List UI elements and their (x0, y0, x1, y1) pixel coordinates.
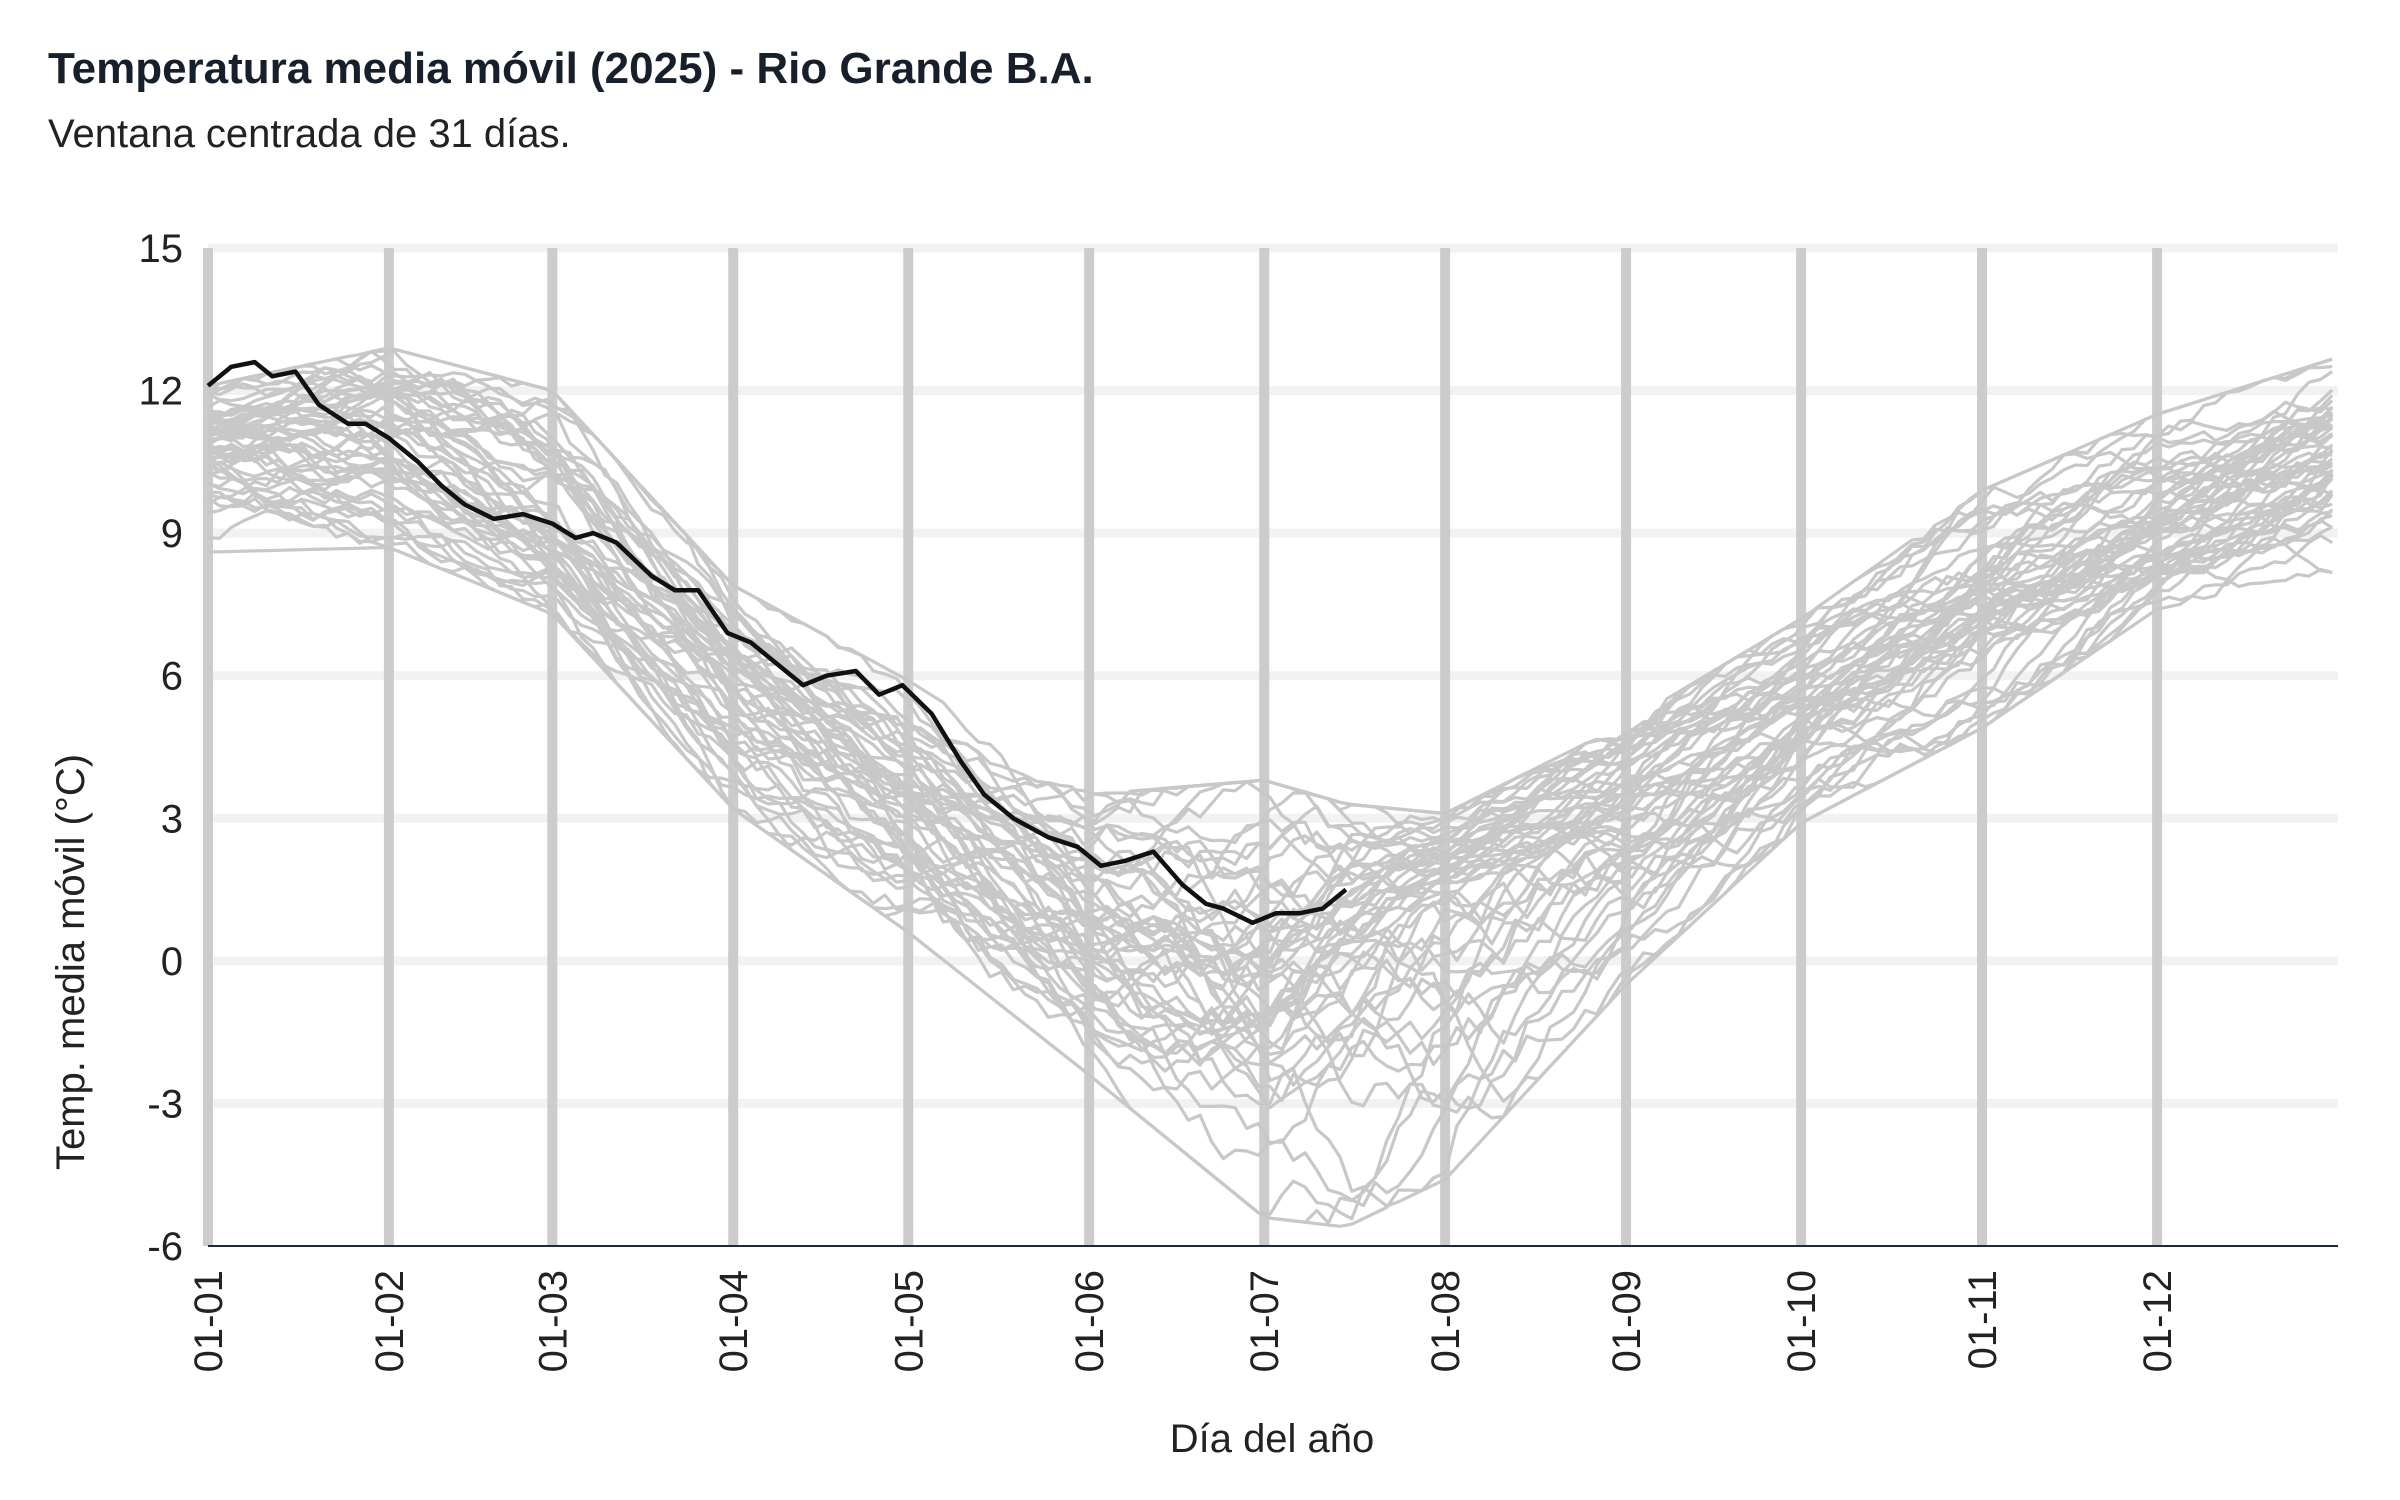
y-tick-label: 0 (161, 940, 183, 984)
y-tick-label: -6 (147, 1225, 183, 1269)
current-year-series-group (206, 359, 1348, 926)
historical-year-line (207, 470, 2333, 1208)
historical-year-line (207, 402, 2333, 931)
historical-year-line (207, 412, 2333, 1106)
historical-year-line (207, 357, 2333, 879)
x-tick-label: 01-07 (1243, 1270, 1287, 1372)
y-tick-label: 15 (139, 227, 184, 271)
historical-year-line (207, 442, 2333, 894)
historical-series-group (206, 347, 2334, 1228)
x-tick-label: 01-10 (1780, 1270, 1824, 1372)
x-tick-label: 01-02 (368, 1270, 412, 1372)
y-tick-label: 3 (161, 797, 183, 841)
current-year-line (206, 359, 1348, 926)
historical-year-line (207, 405, 2334, 915)
x-tick-label: 01-11 (1961, 1270, 2005, 1369)
historical-year-line (207, 486, 2334, 1053)
y-axis-label: Temp. media móvil (°C) (49, 754, 93, 1170)
historical-year-line (207, 388, 2334, 1017)
x-tick-label: 01-09 (1605, 1270, 1649, 1372)
chart-subtitle: Ventana centrada de 31 días. (48, 112, 571, 156)
x-tick-label: 01-06 (1068, 1270, 1112, 1372)
historical-year-line (207, 408, 2334, 964)
x-tick-label: 01-05 (887, 1270, 931, 1372)
historical-year-line (207, 389, 2334, 990)
historical-year-line (207, 373, 2334, 1003)
x-tick-label: 01-04 (712, 1270, 756, 1372)
y-tick-label: -3 (147, 1082, 183, 1126)
x-tick-label: 01-08 (1424, 1270, 1468, 1372)
y-tick-labels: 15 12 9 6 3 0 -3 -6 (139, 227, 184, 1269)
x-tick-label: 01-03 (531, 1270, 575, 1372)
y-tick-label: 9 (161, 512, 183, 556)
historical-year-line (207, 387, 2333, 1161)
historical-year-line (207, 430, 2334, 1228)
x-tick-label: 01-01 (187, 1270, 231, 1372)
x-axis-label: Día del año (1170, 1417, 1375, 1461)
historical-year-line (207, 405, 2334, 922)
historical-year-line (207, 377, 2333, 955)
x-tick-labels: 01-01 01-02 01-03 01-04 01-05 01-06 01-07 01-08… (187, 1270, 2180, 1372)
historical-year-line (207, 410, 2333, 978)
y-tick-label: 12 (139, 370, 184, 414)
historical-year-line (207, 371, 2334, 1052)
x-tick-label: 01-12 (2136, 1270, 2180, 1372)
historical-year-line (207, 490, 2334, 978)
y-tick-label: 6 (161, 655, 183, 699)
historical-year-line (207, 371, 2334, 1055)
historical-year-line (207, 460, 2333, 1073)
chart-title: Temperatura media móvil (2025) - Rio Gra… (48, 44, 1094, 93)
